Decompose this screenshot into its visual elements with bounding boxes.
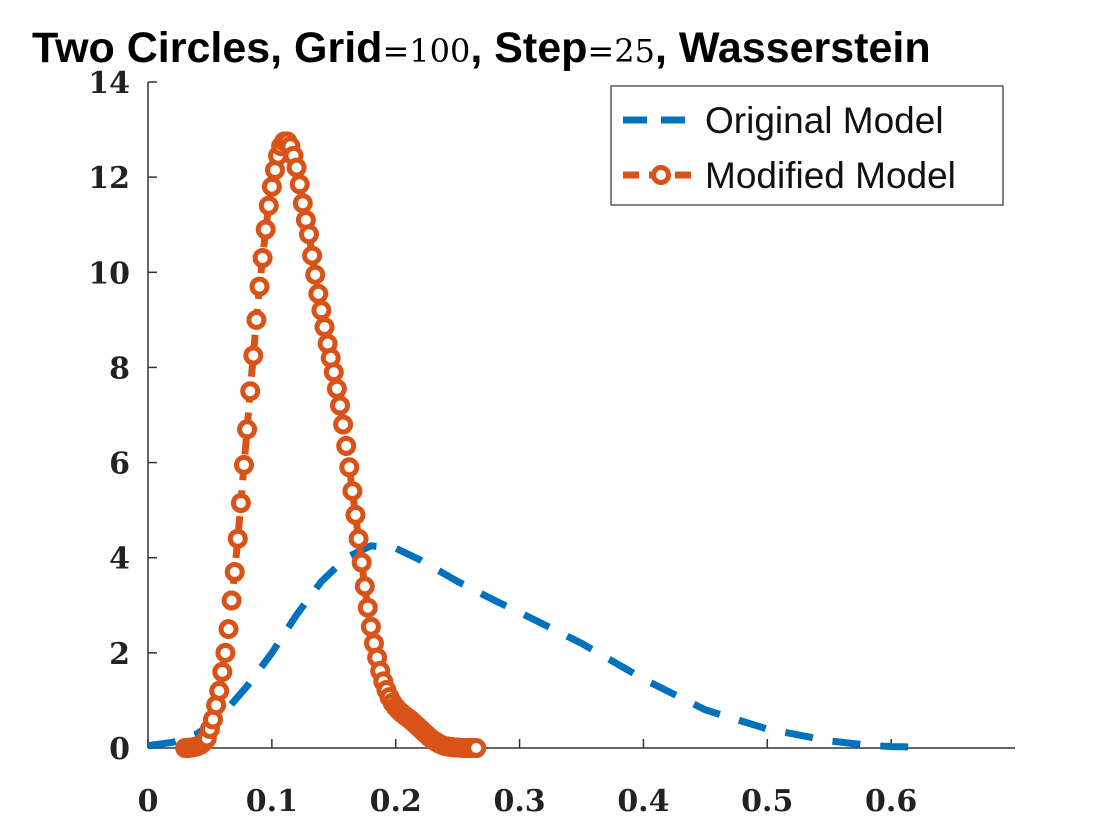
x-tick-label: 0.5 xyxy=(741,784,793,819)
y-tick-label: 0 xyxy=(109,732,130,767)
data-point xyxy=(308,283,329,304)
data-point xyxy=(258,195,279,216)
y-tick-label: 10 xyxy=(88,256,130,291)
data-point xyxy=(221,590,242,611)
data-point xyxy=(333,414,354,435)
data-point xyxy=(209,680,230,701)
data-point xyxy=(354,576,375,597)
plot-lines xyxy=(147,131,916,758)
chart-title: Two Circles, Grid=100, Step=25, Wasserst… xyxy=(32,24,931,72)
data-point xyxy=(351,552,372,573)
title-part-1: Two Circles, Grid xyxy=(32,24,382,72)
data-point xyxy=(299,224,319,245)
y-tick-label: 12 xyxy=(88,161,130,196)
title-part-3: , Step xyxy=(470,24,587,72)
data-point xyxy=(286,157,307,178)
legend-marker xyxy=(651,165,671,185)
title-part-5: , Wasserstein xyxy=(655,24,931,72)
data-point xyxy=(289,174,310,195)
data-point xyxy=(339,457,360,478)
data-point xyxy=(342,481,363,502)
data-point xyxy=(357,597,378,618)
title-part-2: =100 xyxy=(382,32,470,70)
legend-box xyxy=(610,85,1004,206)
data-point xyxy=(348,528,369,549)
data-point xyxy=(243,345,264,366)
data-point xyxy=(323,362,344,383)
data-point xyxy=(240,381,261,402)
data-point xyxy=(292,193,313,214)
data-point xyxy=(230,493,251,513)
legend-label: Original Model xyxy=(705,100,944,141)
data-point xyxy=(215,642,236,663)
x-tick-label: 0.3 xyxy=(493,784,545,819)
x-tick-label: 0.1 xyxy=(246,784,298,819)
data-point xyxy=(330,395,350,416)
data-point xyxy=(326,378,347,399)
data-point xyxy=(336,435,357,456)
data-point xyxy=(311,300,332,321)
y-tick-label: 4 xyxy=(109,542,130,577)
data-point xyxy=(237,419,258,440)
data-point xyxy=(302,245,323,266)
data-point xyxy=(249,276,270,297)
data-point xyxy=(466,738,487,758)
data-point xyxy=(212,661,233,682)
axes: 0 0.1 0.2 0.3 0.4 0.5 0.6 0 2 4 6 8 10 12 14 xyxy=(88,66,1015,819)
data-point xyxy=(314,317,335,337)
data-point xyxy=(252,248,273,268)
data-point xyxy=(255,219,276,240)
data-point xyxy=(261,176,282,197)
legend: Original Model Modified Model xyxy=(610,85,1004,206)
data-point xyxy=(224,562,245,582)
y-tick-label: 2 xyxy=(109,637,130,672)
data-point xyxy=(218,619,239,640)
y-tick-label: 8 xyxy=(109,351,130,386)
x-tick-label: 0.2 xyxy=(370,784,422,819)
series-line-1 xyxy=(147,542,916,751)
data-point xyxy=(345,504,366,525)
title-part-4: =25 xyxy=(587,32,655,70)
data-point xyxy=(227,528,248,549)
y-tick-label: 14 xyxy=(88,66,130,101)
data-point xyxy=(246,309,267,330)
data-point xyxy=(360,616,381,637)
x-tick-label: 0 xyxy=(138,784,159,819)
y-tick-label: 6 xyxy=(109,447,130,482)
x-tick-label: 0.6 xyxy=(865,784,917,819)
data-point xyxy=(305,264,326,285)
x-tick-label: 0.4 xyxy=(617,784,669,819)
data-point xyxy=(234,454,254,475)
legend-label: Modified Model xyxy=(705,155,956,196)
